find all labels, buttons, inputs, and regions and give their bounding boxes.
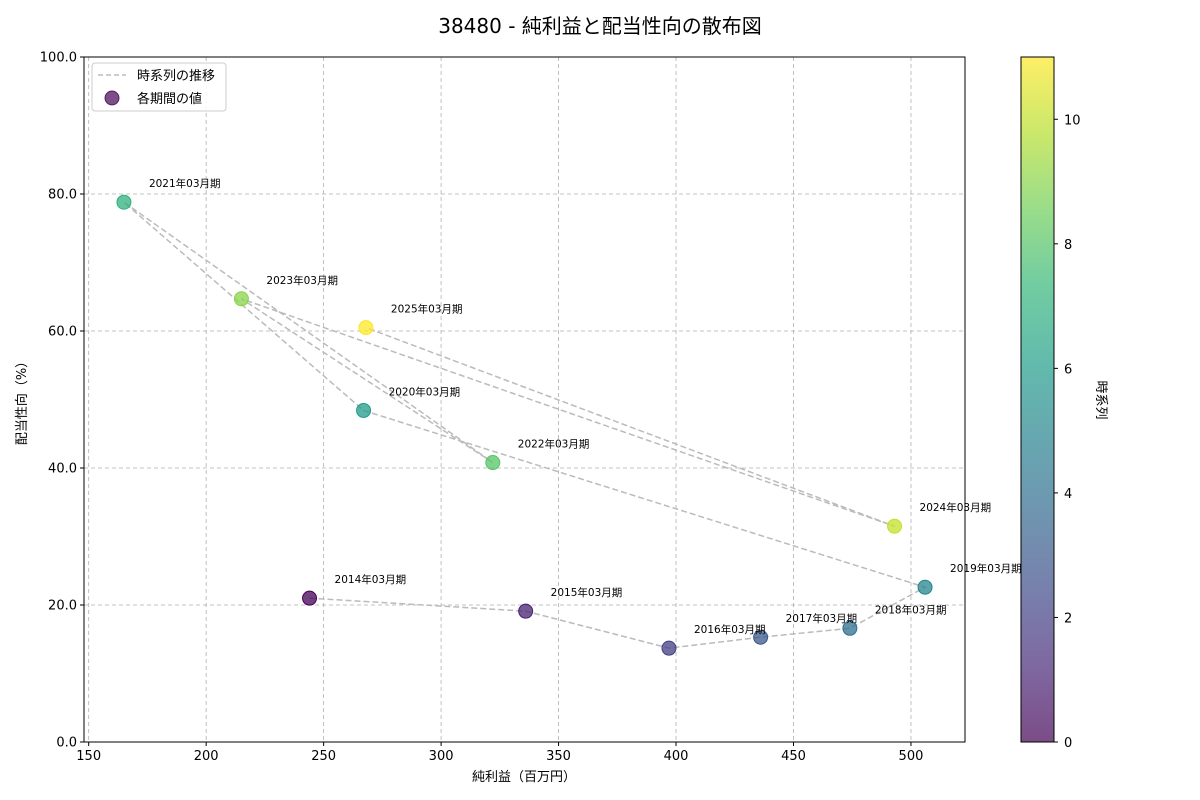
x-tick-label: 400 [664, 749, 689, 764]
colorbar-gradient [1021, 57, 1054, 742]
y-tick-label: 40.0 [48, 462, 77, 477]
colorbar-frame [1020, 56, 1055, 743]
data-point [233, 291, 249, 307]
data-point [887, 518, 903, 534]
x-tick-label: 250 [311, 749, 336, 764]
x-tick-label: 200 [194, 749, 219, 764]
y-tick-label: 100.0 [40, 51, 77, 66]
x-axis-label: 純利益（百万円） [472, 770, 576, 785]
y-axis-ticks: 0.0 20.0 40.0 60.0 80.0 100.0 [40, 51, 84, 751]
y-tick-label: 80.0 [48, 188, 77, 203]
legend: 時系列の推移 各期間の値 [91, 62, 227, 112]
data-point [753, 629, 769, 645]
x-tick-label: 150 [76, 749, 101, 764]
data-point [917, 579, 933, 595]
data-point [356, 402, 372, 418]
data-point [358, 320, 374, 336]
colorbar-tick-label: 4 [1064, 487, 1072, 502]
data-point [116, 194, 132, 210]
data-point-label: 2018年03月期 [875, 603, 947, 616]
x-axis-ticks: 150 200 250 300 350 400 450 500 [76, 742, 923, 764]
colorbar-tick-label: 10 [1064, 113, 1081, 128]
data-point [485, 455, 501, 471]
colorbar-tick-label: 0 [1064, 736, 1072, 751]
data-point-label: 2019年03月期 [950, 562, 1022, 575]
y-axis-label: 配当性向（%） [14, 355, 30, 445]
colorbar-tick-label: 6 [1064, 362, 1072, 377]
data-point-label: 2021年03月期 [149, 177, 221, 190]
plot-area-frame [83, 56, 966, 743]
y-tick-label: 60.0 [48, 325, 77, 340]
colorbar-tick-label: 2 [1064, 611, 1072, 626]
x-tick-label: 450 [781, 749, 806, 764]
point-labels: 2014年03月期 2015年03月期 2016年03月期 2017年03月期 2018… [149, 177, 1022, 636]
legend-label-points: 各期間の値 [137, 91, 202, 107]
chart-title: 38480 - 純利益と配当性向の散布図 [438, 14, 762, 38]
data-point [661, 640, 677, 656]
data-point-label: 2024年03月期 [920, 501, 992, 514]
y-tick-label: 20.0 [48, 599, 77, 614]
colorbar-tick-label: 8 [1064, 238, 1072, 253]
data-point-label: 2014年03月期 [335, 573, 407, 586]
data-points [116, 194, 933, 656]
y-tick-label: 0.0 [56, 736, 77, 751]
legend-marker-swatch [104, 90, 120, 106]
data-point-label: 2020年03月期 [389, 385, 461, 398]
data-point [302, 590, 318, 606]
data-point-label: 2023年03月期 [266, 274, 338, 287]
grid [84, 56, 965, 743]
data-point-label: 2015年03月期 [551, 586, 623, 599]
colorbar-label: 時系列 [1093, 380, 1108, 419]
colorbar: 0 2 4 6 8 10 時系列 [1020, 56, 1108, 751]
data-point [518, 603, 534, 619]
x-tick-label: 300 [429, 749, 454, 764]
data-point-label: 2025年03月期 [391, 303, 463, 316]
x-tick-label: 500 [899, 749, 924, 764]
x-tick-label: 350 [546, 749, 571, 764]
data-point-label: 2016年03月期 [694, 623, 766, 636]
data-point-label: 2022年03月期 [518, 438, 590, 451]
trend-line [123, 201, 927, 649]
data-point [842, 620, 858, 636]
colorbar-ticks: 0 2 4 6 8 10 [1054, 113, 1081, 751]
legend-label-trend: 時系列の推移 [137, 69, 215, 84]
trend-line-layer [123, 201, 927, 649]
data-point-label: 2017年03月期 [786, 612, 858, 625]
